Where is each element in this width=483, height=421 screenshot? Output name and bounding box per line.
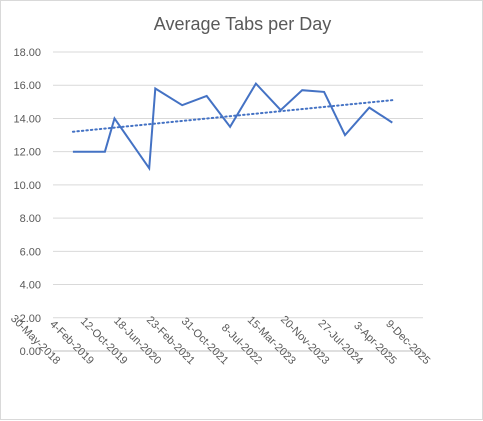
y-tick-label: 2.00 (20, 313, 41, 325)
y-tick-label: 4.00 (20, 280, 41, 292)
y-tick-label: 0.00 (20, 346, 41, 358)
y-tick-label: 12.00 (13, 147, 41, 159)
y-tick-label: 16.00 (13, 80, 41, 92)
y-tick-label: 10.00 (13, 180, 41, 192)
y-tick-label: 6.00 (20, 246, 41, 258)
y-tick-label: 14.00 (13, 113, 41, 125)
chart-title: Average Tabs per Day (153, 14, 332, 34)
y-tick-label: 18.00 (13, 47, 41, 59)
series-line (72, 81, 393, 172)
y-tick-label: 8.00 (20, 213, 41, 225)
trendline (71, 99, 394, 133)
